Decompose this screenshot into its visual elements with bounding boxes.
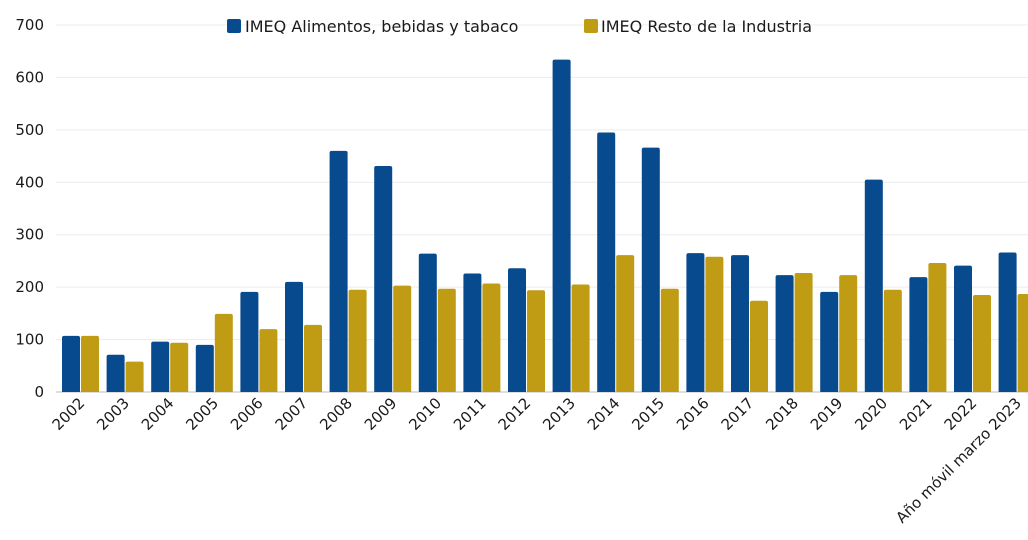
bar-series-1 [195, 344, 214, 392]
bar-series-2 [437, 288, 456, 392]
bar-series-1 [597, 132, 616, 392]
bar-series-1 [552, 59, 571, 393]
bar-series-1 [820, 291, 839, 392]
bar-series-1 [775, 275, 794, 392]
x-tick-label: 2014 [584, 394, 624, 434]
x-tick-label: 2007 [272, 394, 312, 434]
x-tick-label: 2013 [539, 394, 579, 434]
bar-series-2 [259, 329, 278, 392]
bar-series-2 [482, 283, 501, 392]
x-tick-label: 2016 [673, 394, 713, 434]
bar-series-1 [463, 273, 482, 392]
legend-label-series-1: IMEQ Alimentos, bebidas y tabaco [245, 17, 518, 36]
bar-series-2 [794, 272, 813, 392]
y-tick-label: 0 [34, 383, 44, 401]
bar-series-2 [705, 256, 724, 392]
bar-series-1 [864, 179, 883, 392]
bar-series-1 [508, 268, 526, 392]
x-tick-label: 2008 [316, 394, 356, 434]
bar-series-2 [1017, 293, 1028, 392]
bar-series-1 [641, 147, 660, 392]
legend-label-series-2: IMEQ Resto de la Industria [601, 17, 812, 36]
x-tick-label: 2010 [405, 394, 445, 434]
x-tick-label: 2012 [495, 394, 535, 434]
x-tick-label: 2019 [807, 394, 847, 434]
bar-series-2 [928, 263, 947, 392]
y-tick-label: 400 [15, 173, 44, 191]
bar-series-2 [883, 289, 902, 392]
legend-swatch-series-1 [227, 19, 241, 33]
bar-series-2 [125, 361, 144, 392]
bar-series-2 [348, 289, 367, 392]
bar-series-1 [731, 255, 749, 392]
bar-series-1 [285, 281, 303, 392]
x-axis-tick-labels: 2002 2003 2004 2005 2006 2007 2008 2009 2010 2011… [49, 394, 1025, 527]
bar-series-1 [374, 166, 393, 392]
bar-series-2 [750, 300, 768, 392]
x-tick-label: 2003 [93, 394, 133, 434]
bar-series-2 [214, 313, 233, 392]
bar-series-2 [839, 275, 858, 392]
bars [62, 59, 1028, 393]
x-tick-label: 2005 [182, 394, 222, 434]
bar-series-1 [62, 335, 80, 392]
bar-series-1 [240, 291, 259, 392]
bar-series-1 [329, 150, 348, 392]
x-tick-label: 2002 [49, 394, 89, 434]
x-tick-label: 2004 [138, 394, 178, 434]
bar-series-1 [151, 341, 170, 392]
y-tick-label: 600 [15, 68, 44, 86]
bar-series-1 [686, 253, 705, 392]
bar-series-1 [418, 253, 437, 392]
legend: IMEQ Alimentos, bebidas y tabaco IMEQ Re… [227, 17, 812, 36]
bar-series-1 [954, 265, 972, 392]
x-tick-label: 2018 [762, 394, 802, 434]
x-tick-label: 2015 [628, 394, 668, 434]
bar-series-2 [170, 342, 189, 392]
bar-series-1 [106, 354, 125, 392]
x-tick-label: 2020 [851, 394, 891, 434]
y-tick-label: 200 [15, 278, 44, 296]
x-tick-label: 2011 [450, 394, 490, 434]
y-tick-label: 100 [15, 331, 44, 349]
bar-series-2 [616, 255, 635, 392]
x-tick-label: 2022 [941, 394, 981, 434]
legend-swatch-series-2 [584, 19, 598, 33]
bar-series-2 [571, 284, 590, 392]
x-tick-label: 2009 [361, 394, 401, 434]
x-tick-label: 2017 [718, 394, 758, 434]
x-tick-label: 2021 [896, 394, 936, 434]
y-tick-label: 700 [15, 16, 44, 34]
bar-series-1 [998, 252, 1017, 392]
y-tick-label: 300 [15, 226, 44, 244]
y-tick-label: 500 [15, 121, 44, 139]
bar-series-2 [660, 288, 679, 392]
y-axis-tick-labels: 0 100 200 300 400 500 600 700 [15, 16, 44, 401]
bar-series-2 [393, 285, 412, 392]
bar-series-2 [527, 290, 545, 392]
bar-series-2 [304, 324, 322, 392]
bar-series-1 [909, 277, 928, 392]
x-tick-label: 2006 [227, 394, 267, 434]
bar-series-2 [81, 335, 99, 392]
bar-series-2 [973, 295, 991, 392]
